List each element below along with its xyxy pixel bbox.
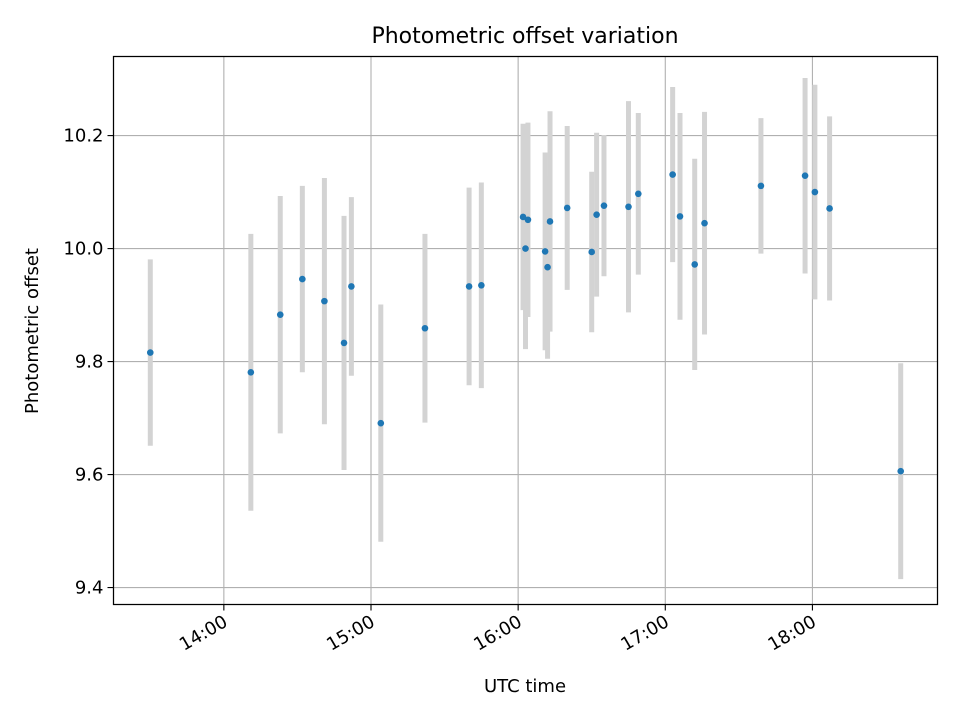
data-point xyxy=(635,190,642,198)
data-point xyxy=(247,369,255,376)
data-point xyxy=(276,311,284,318)
data-point xyxy=(588,248,596,256)
data-point xyxy=(593,211,600,218)
data-point xyxy=(522,245,529,252)
y-tick-label: 10.2 xyxy=(63,126,103,147)
y-tick-label: 9.4 xyxy=(75,578,104,599)
data-point xyxy=(541,248,549,255)
data-point xyxy=(546,218,554,225)
data-point xyxy=(146,349,154,356)
data-point xyxy=(421,324,429,332)
data-point xyxy=(669,171,676,178)
data-point xyxy=(563,204,571,212)
data-point xyxy=(478,282,485,289)
x-axis-label: UTC time xyxy=(484,676,566,697)
data-point xyxy=(465,283,473,290)
data-point xyxy=(600,202,608,209)
plot-frame xyxy=(112,55,939,606)
data-point xyxy=(377,419,385,427)
y-tick-label: 9.8 xyxy=(75,352,104,373)
chart-title: Photometric offset variation xyxy=(371,24,678,49)
data-point xyxy=(524,216,532,224)
data-point xyxy=(348,283,355,290)
data-point xyxy=(340,339,348,347)
y-tick-label: 9.6 xyxy=(75,465,104,486)
data-point xyxy=(811,188,819,196)
y-tick-label: 10.0 xyxy=(63,239,103,260)
data-point xyxy=(625,203,632,211)
data-point xyxy=(321,297,328,305)
data-point xyxy=(691,261,699,268)
data-points xyxy=(146,171,905,475)
data-point xyxy=(897,467,905,475)
y-axis-label: Photometric offset xyxy=(22,248,43,414)
data-point xyxy=(701,219,708,227)
data-point xyxy=(519,213,527,221)
data-point xyxy=(676,213,684,220)
data-point xyxy=(544,263,551,271)
data-point xyxy=(299,275,306,283)
data-point xyxy=(801,172,809,180)
data-point xyxy=(757,182,765,190)
data-point xyxy=(826,205,833,212)
